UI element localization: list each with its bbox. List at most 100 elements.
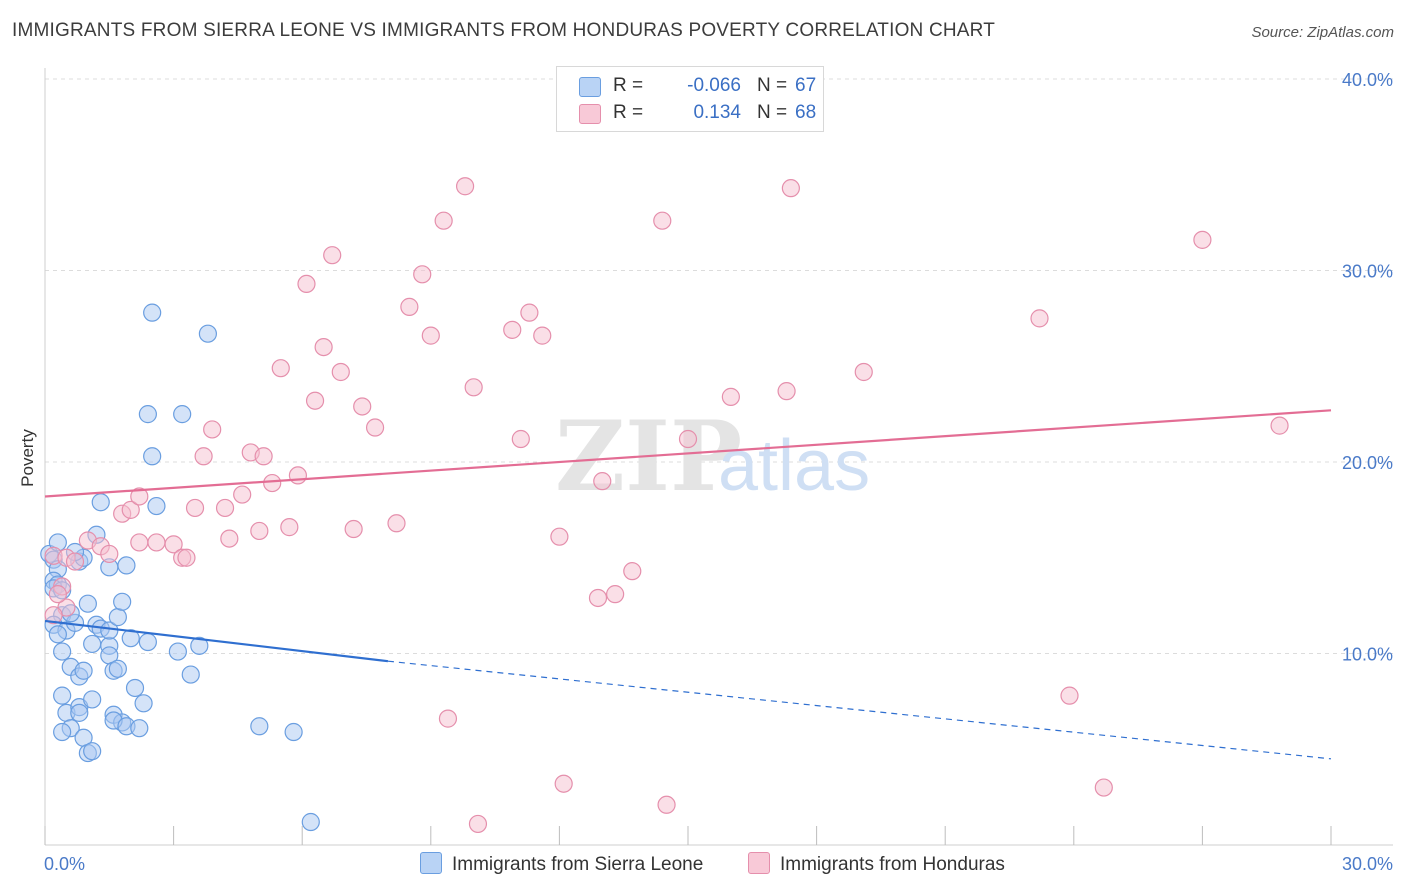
tick-labels: 10.0% 20.0% 30.0% 40.0% 0.0% 30.0% (44, 70, 1393, 874)
data-point-honduras (434, 211, 453, 230)
y-tick-label: 10.0% (1342, 645, 1393, 665)
data-point-sierra-leone (250, 717, 269, 736)
data-point-honduras (314, 338, 333, 357)
legend-swatch-blue (579, 77, 601, 97)
data-point-honduras (413, 265, 432, 284)
grid-lines (45, 78, 1393, 654)
data-point-sierra-leone (70, 703, 89, 722)
data-point-honduras (48, 585, 67, 604)
y-tick-label: 30.0% (1342, 262, 1393, 282)
data-point-sierra-leone (301, 812, 320, 832)
legend-n-label: N = (757, 102, 788, 123)
data-point-sierra-leone (83, 690, 102, 709)
data-point-honduras (468, 814, 488, 834)
data-point-honduras (215, 498, 235, 518)
data-point-sierra-leone (143, 303, 162, 322)
data-point-honduras (250, 521, 269, 541)
data-point-sierra-leone (138, 405, 157, 424)
data-point-honduras (280, 518, 299, 537)
trend-line-sierra-leone (44, 619, 389, 663)
legend-r-label: R = (613, 75, 644, 96)
data-point-sierra-leone (138, 632, 157, 652)
data-point-honduras (121, 500, 140, 519)
data-point-honduras (387, 514, 406, 533)
trend-line-sierra-leone-extension (387, 660, 1332, 760)
data-point-honduras (344, 519, 363, 539)
data-point-honduras (657, 795, 676, 814)
data-point-honduras (606, 585, 625, 604)
data-point-honduras (593, 472, 612, 491)
data-point-honduras (233, 485, 252, 504)
data-point-sierra-leone (108, 659, 127, 678)
x-tick-label: 30.0% (1342, 854, 1393, 874)
data-point-sierra-leone (143, 447, 162, 466)
legend-r-value: -0.066 (687, 75, 741, 96)
bottom-legend-label: Immigrants from Sierra Leone (452, 854, 704, 875)
data-point-sierra-leone (53, 686, 72, 705)
data-point-honduras (781, 179, 800, 198)
data-point-honduras (130, 533, 149, 552)
data-point-honduras (400, 297, 419, 316)
data-point-honduras (220, 529, 239, 548)
trend-lines (44, 409, 1332, 760)
data-point-sierra-leone (74, 661, 93, 680)
data-point-honduras (550, 527, 569, 546)
data-point-honduras (130, 487, 149, 506)
data-point-honduras (323, 246, 342, 265)
data-point-sierra-leone (130, 719, 149, 738)
trend-line-honduras (44, 409, 1332, 498)
data-point-honduras (147, 533, 166, 552)
legend-swatch-pink (579, 104, 601, 124)
data-point-sierra-leone (284, 722, 303, 742)
legend-r-value: 0.134 (693, 102, 741, 123)
data-point-honduras (520, 303, 539, 322)
data-point-sierra-leone (108, 608, 127, 627)
data-point-honduras (185, 498, 205, 518)
data-point-honduras (100, 544, 119, 564)
correlation-legend: R = -0.066 N = 67 R = 0.134 N = 68 (556, 66, 824, 132)
data-point-honduras (438, 709, 458, 728)
data-point-honduras (1030, 309, 1049, 328)
series-honduras (44, 177, 1289, 834)
data-point-honduras (503, 320, 522, 339)
data-point-sierra-leone (83, 634, 102, 654)
chart-title: IMMIGRANTS FROM SIERRA LEONE VS IMMIGRAN… (12, 20, 996, 41)
data-point-honduras (588, 588, 608, 608)
bottom-legend-swatch-blue (420, 852, 442, 874)
data-point-honduras (203, 420, 222, 439)
data-point-honduras (177, 548, 196, 567)
data-point-sierra-leone (173, 405, 192, 424)
data-point-honduras (1270, 416, 1289, 435)
bottom-legend-swatch-pink (748, 852, 770, 874)
data-point-sierra-leone (181, 665, 200, 684)
data-point-sierra-leone (53, 722, 72, 742)
data-point-honduras (194, 447, 213, 466)
data-point-sierra-leone (117, 556, 136, 575)
data-point-sierra-leone (147, 496, 166, 516)
data-point-honduras (305, 391, 325, 410)
data-point-sierra-leone (134, 694, 153, 713)
data-point-honduras (254, 447, 273, 466)
legend-n-label: N = (757, 75, 788, 96)
y-tick-label: 20.0% (1342, 453, 1393, 473)
data-point-honduras (288, 466, 308, 485)
legend-r-label: R = (613, 102, 644, 123)
data-point-honduras (65, 552, 85, 571)
data-point-sierra-leone (113, 592, 132, 611)
bottom-legend-sierra-leone: Immigrants from Sierra Leone (420, 852, 703, 876)
data-point-honduras (777, 382, 796, 401)
data-point-honduras (464, 378, 483, 397)
watermark: ZIP atlas (555, 400, 870, 513)
data-point-honduras (263, 473, 282, 493)
bottom-legend-honduras: Immigrants from Honduras (748, 852, 1005, 876)
data-point-honduras (1094, 778, 1113, 797)
bottom-legend-label: Immigrants from Honduras (780, 854, 1005, 875)
data-point-honduras (365, 418, 385, 437)
data-point-honduras (1193, 230, 1212, 249)
data-point-honduras (271, 359, 290, 378)
data-point-sierra-leone (83, 742, 102, 761)
data-point-honduras (511, 429, 530, 449)
data-point-honduras (533, 326, 552, 345)
data-point-sierra-leone (125, 678, 145, 698)
